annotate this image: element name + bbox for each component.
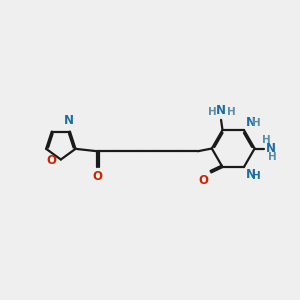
Text: N: N <box>246 168 256 181</box>
Text: H: H <box>208 106 217 117</box>
Text: N: N <box>64 114 74 128</box>
Text: N: N <box>246 116 256 129</box>
Text: N: N <box>266 142 276 155</box>
Text: H: H <box>227 106 236 117</box>
Text: N: N <box>216 103 226 117</box>
Text: H: H <box>252 118 261 128</box>
Text: H: H <box>262 135 270 145</box>
Text: H: H <box>252 171 261 181</box>
Text: O: O <box>47 154 57 167</box>
Text: H: H <box>268 152 277 162</box>
Text: O: O <box>92 169 102 183</box>
Text: O: O <box>199 174 209 187</box>
